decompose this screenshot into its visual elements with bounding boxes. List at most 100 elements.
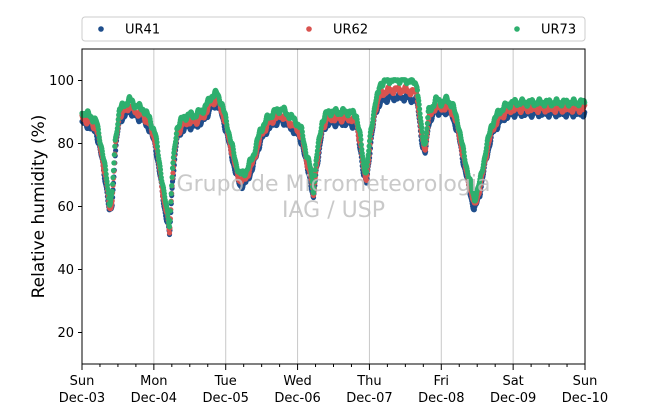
data-point <box>414 87 421 93</box>
data-point <box>166 224 173 230</box>
data-point <box>364 163 370 169</box>
y-tick-label: 40 <box>57 263 74 278</box>
data-point <box>423 134 429 140</box>
data-point <box>416 98 422 104</box>
data-point <box>110 181 116 187</box>
data-point <box>376 89 382 96</box>
data-point <box>366 148 372 154</box>
data-point <box>155 148 161 154</box>
data-point <box>313 162 319 168</box>
data-point <box>461 149 467 155</box>
legend-label: UR62 <box>333 23 368 38</box>
data-point <box>363 168 370 175</box>
x-tick-day: Thu <box>356 374 381 389</box>
data-point <box>425 115 431 121</box>
legend-marker <box>306 26 312 32</box>
x-tick-date: Dec-07 <box>346 391 392 406</box>
x-tick-day: Sun <box>573 374 598 389</box>
x-tick-day: Sat <box>502 374 523 389</box>
data-point <box>423 139 429 145</box>
x-tick-date: Dec-08 <box>418 391 464 406</box>
y-tick-label: 100 <box>49 74 74 89</box>
data-point <box>168 191 174 197</box>
data-point <box>169 183 175 189</box>
legend: UR41 UR62 UR73 <box>81 16 586 42</box>
y-tick-label: 20 <box>57 326 74 341</box>
data-point <box>170 170 176 176</box>
data-point <box>370 116 376 122</box>
data-point <box>173 131 180 137</box>
y-axis-label: Relative humidity (%) <box>29 115 49 299</box>
data-point <box>170 154 176 161</box>
data-point <box>166 230 173 236</box>
data-point <box>116 112 122 118</box>
data-point <box>110 174 116 181</box>
x-tick-date: Dec-05 <box>203 391 249 406</box>
data-point <box>358 142 364 148</box>
data-point <box>154 139 160 145</box>
data-point <box>168 199 174 205</box>
x-tick-date: Dec-06 <box>274 391 320 406</box>
legend-marker <box>98 26 104 32</box>
data-point <box>169 174 175 180</box>
data-point <box>357 132 364 138</box>
data-point <box>423 146 429 152</box>
data-point <box>314 148 320 154</box>
data-point <box>365 152 371 158</box>
data-point <box>419 128 425 135</box>
y-tick-label: 80 <box>57 137 74 152</box>
data-points <box>79 77 588 238</box>
legend-label: UR73 <box>541 23 576 38</box>
data-point <box>169 165 176 171</box>
data-point <box>115 116 121 123</box>
data-point <box>312 172 318 179</box>
y-tick-label: 60 <box>57 200 74 215</box>
x-tick-day: Sun <box>70 374 95 389</box>
x-tick-day: Fri <box>434 374 450 389</box>
x-tick-day: Tue <box>214 374 237 389</box>
data-point <box>105 186 111 192</box>
data-point <box>424 120 430 127</box>
data-point <box>312 167 318 173</box>
data-point <box>103 167 109 173</box>
data-point <box>109 188 115 194</box>
data-point <box>310 190 317 196</box>
data-point <box>416 101 422 108</box>
data-point <box>423 130 430 136</box>
data-point <box>311 179 317 185</box>
data-point <box>315 144 321 150</box>
data-point <box>167 217 173 224</box>
data-point <box>417 110 423 117</box>
data-point <box>311 185 317 191</box>
data-point <box>102 163 108 169</box>
data-point <box>367 133 373 139</box>
series-UR73 <box>79 77 588 230</box>
data-point <box>366 143 372 149</box>
x-tick-day: Wed <box>283 374 311 389</box>
data-point <box>165 212 171 218</box>
x-tick-day: Mon <box>140 374 167 389</box>
x-tick-date: Dec-09 <box>490 391 536 406</box>
data-point <box>111 160 117 166</box>
data-point <box>112 143 118 149</box>
data-point <box>419 124 425 130</box>
data-point <box>157 166 164 173</box>
data-point <box>363 177 370 183</box>
x-tick-date: Dec-10 <box>562 391 608 406</box>
legend-box <box>81 16 586 42</box>
data-point <box>96 130 102 136</box>
data-point <box>366 138 373 144</box>
data-point <box>299 129 305 135</box>
data-point <box>359 146 365 152</box>
data-point <box>223 118 230 124</box>
data-point <box>103 171 109 177</box>
data-point <box>104 182 111 188</box>
data-point <box>115 121 121 127</box>
data-point <box>154 143 161 150</box>
x-tick-date: Dec-03 <box>59 391 105 406</box>
watermark-line: Grupo de Micrometeorologia <box>177 172 491 197</box>
data-point <box>360 157 366 163</box>
data-point <box>158 170 164 177</box>
data-point <box>170 160 176 166</box>
